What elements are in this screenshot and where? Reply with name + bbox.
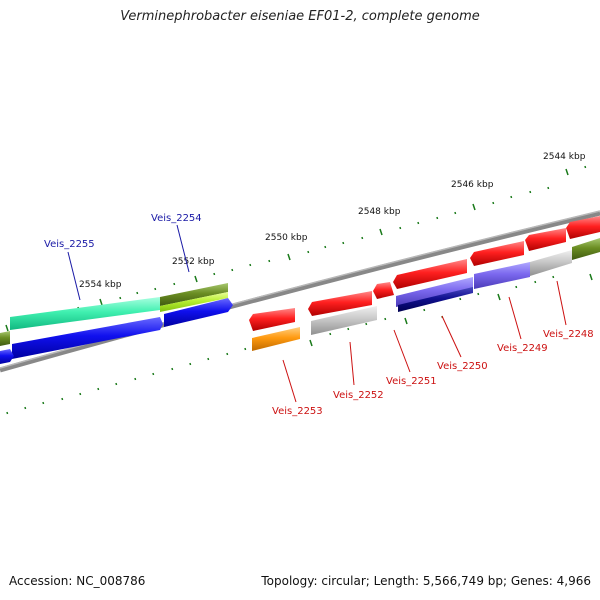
gene-veis-2252-red[interactable]	[308, 291, 372, 316]
genome-backbone	[0, 210, 600, 373]
leader-veis-2249	[508, 296, 522, 340]
gene-label-veis-2255[interactable]: Veis_2255	[44, 239, 95, 250]
gene-label-veis-2250[interactable]: Veis_2250	[437, 361, 488, 372]
leader-veis-2253	[282, 359, 297, 403]
scale-label-2546: 2546 kbp	[451, 180, 494, 190]
leader-veis-2252	[349, 341, 355, 386]
gene-label-veis-2248[interactable]: Veis_2248	[543, 329, 594, 340]
gene-veis-2248-red[interactable]	[525, 228, 566, 251]
scale-label-2554: 2554 kbp	[79, 280, 122, 290]
gene-blue-left-stub[interactable]	[0, 349, 14, 364]
gene-veis-2251-red[interactable]	[373, 282, 394, 299]
gene-veis-2250-lavender[interactable]	[396, 277, 473, 307]
gene-label-veis-2254[interactable]: Veis_2254	[151, 213, 202, 224]
gene-veis-2252-gray[interactable]	[311, 306, 377, 335]
gene-veis-2250-red[interactable]	[393, 259, 467, 289]
leader-veis-2248	[556, 280, 567, 326]
gene-veis-2248-gray[interactable]	[530, 250, 572, 276]
genome-title: Verminephrobacter eiseniae EF01-2, compl…	[120, 9, 480, 24]
leader-veis-2251	[393, 329, 411, 373]
gene-veis-2255[interactable]	[10, 297, 160, 330]
leader-veis-2255	[67, 251, 81, 301]
topology-text: Topology: circular; Length: 5,566,749 bp…	[261, 574, 591, 588]
gene-blue-long[interactable]	[12, 317, 163, 359]
gene-veis-2254-olive[interactable]	[160, 283, 228, 306]
gene-red-right-edge[interactable]	[566, 216, 600, 239]
gene-veis-2253-red[interactable]	[249, 308, 295, 331]
gene-veis-2253-orange[interactable]	[252, 327, 300, 351]
gene-veis-2250-navy[interactable]	[398, 287, 473, 312]
gene-olive-left[interactable]	[0, 331, 10, 346]
scale-label-2552: 2552 kbp	[172, 257, 215, 267]
scale-label-2544: 2544 kbp	[543, 152, 586, 162]
gene-veis-2249-red[interactable]	[470, 241, 524, 266]
accession-text: Accession: NC_008786	[9, 574, 146, 588]
leader-veis-2254	[176, 224, 190, 273]
leader-veis-2250	[441, 315, 462, 358]
scale-label-2550: 2550 kbp	[265, 233, 308, 243]
scale-label-2548: 2548 kbp	[358, 207, 401, 217]
gene-veis-2249-lavender[interactable]	[474, 262, 530, 289]
gene-label-veis-2251[interactable]: Veis_2251	[386, 376, 437, 387]
gene-veis-2254-lime[interactable]	[160, 292, 228, 312]
gene-blue-mid[interactable]	[164, 298, 233, 327]
gene-label-veis-2252[interactable]: Veis_2252	[333, 390, 384, 401]
gene-label-veis-2249[interactable]: Veis_2249	[497, 343, 548, 354]
gene-label-veis-2253[interactable]: Veis_2253	[272, 406, 323, 417]
gene-olive-right-edge[interactable]	[572, 238, 600, 260]
